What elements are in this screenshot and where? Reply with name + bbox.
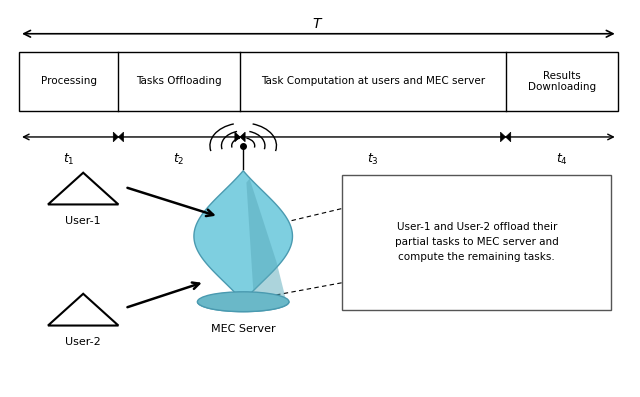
Polygon shape <box>194 171 292 312</box>
Bar <box>19 52 618 111</box>
Text: User-1: User-1 <box>65 216 101 226</box>
Text: $t_2$: $t_2$ <box>173 152 185 167</box>
Bar <box>342 175 611 310</box>
Polygon shape <box>500 132 506 142</box>
Polygon shape <box>48 173 118 204</box>
Text: Results
Downloading: Results Downloading <box>527 71 596 92</box>
Text: User-2: User-2 <box>65 337 101 347</box>
Polygon shape <box>113 132 118 142</box>
Polygon shape <box>240 132 245 142</box>
Text: Tasks Offloading: Tasks Offloading <box>136 76 222 87</box>
Text: MEC Server: MEC Server <box>211 324 275 333</box>
Polygon shape <box>118 132 124 142</box>
Polygon shape <box>48 294 118 326</box>
Text: $T$: $T$ <box>312 17 324 31</box>
Text: Task Computation at users and MEC server: Task Computation at users and MEC server <box>260 76 485 87</box>
Text: User-1 and User-2 offload their
partial tasks to MEC server and
compute the rema: User-1 and User-2 offload their partial … <box>395 222 559 262</box>
Ellipse shape <box>197 292 289 312</box>
Polygon shape <box>235 132 240 142</box>
Text: $t_4$: $t_4$ <box>556 152 568 167</box>
Polygon shape <box>246 179 285 306</box>
Text: $t_3$: $t_3$ <box>367 152 379 167</box>
Polygon shape <box>506 132 511 142</box>
Text: Processing: Processing <box>41 76 97 87</box>
Text: $t_1$: $t_1$ <box>63 152 75 167</box>
